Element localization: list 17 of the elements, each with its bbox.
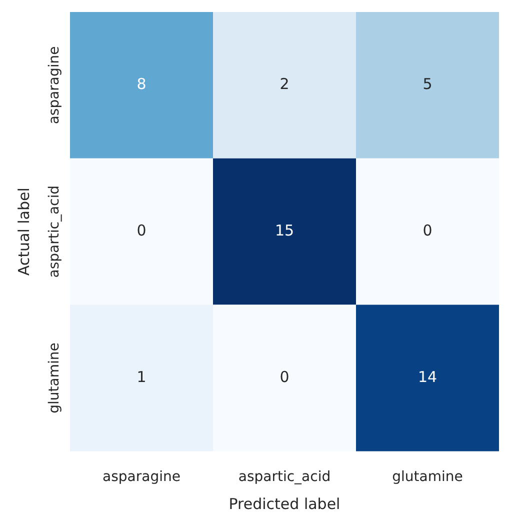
x-tick-label: aspartic_acid [238, 469, 331, 486]
x-tick-label: glutamine [392, 469, 463, 486]
data-label: 0 [280, 368, 290, 386]
y-axis-title: Actual label [14, 188, 33, 276]
data-label: 0 [422, 221, 432, 240]
y-tick-label: glutamine [46, 342, 63, 414]
x-axis-title: Predicted label [228, 494, 340, 513]
x-tick-label: asparagine [102, 469, 180, 486]
y-tick-label: aspartic_acid [46, 185, 63, 278]
data-label: 14 [418, 368, 438, 386]
data-label: 5 [422, 75, 432, 94]
data-label: 15 [274, 221, 294, 240]
data-label: 2 [280, 75, 290, 94]
data-label: 8 [136, 75, 146, 94]
data-label: 1 [136, 368, 146, 386]
y-tick-label: asparagine [46, 46, 63, 124]
data-label: 0 [136, 221, 146, 240]
